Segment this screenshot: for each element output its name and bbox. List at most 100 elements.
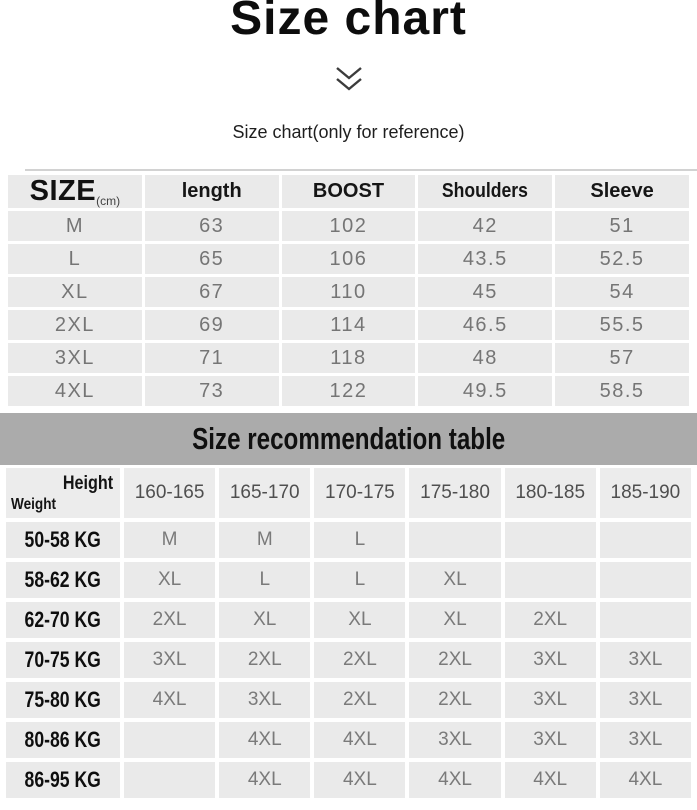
sleeve-cell: 51	[555, 211, 689, 242]
recommended-size-cell: 3XL	[409, 722, 501, 759]
size-cell: 3XL	[8, 343, 142, 374]
recommended-size-cell: 2XL	[124, 602, 216, 639]
recommended-size-cell: 3XL	[219, 682, 311, 719]
recommended-size-cell: XL	[409, 562, 501, 599]
column-header-sleeve: Sleeve	[555, 175, 689, 209]
column-header-size: SIZE(cm)	[8, 175, 142, 209]
recommended-size-cell	[409, 522, 501, 559]
corner-height-weight-cell: Height Weight	[6, 468, 120, 519]
recommended-size-cell: 3XL	[504, 642, 596, 679]
size-cell: L	[8, 244, 142, 275]
recommended-size-cell	[599, 522, 691, 559]
recommendation-banner-title: Size recommendation table	[191, 421, 506, 457]
size-cell: 4XL	[8, 376, 142, 407]
recommended-size-cell: 3XL	[504, 682, 596, 719]
size-recommendation-table: Height Weight 160-165 165-170 170-175 17…	[2, 464, 695, 802]
table-row: 50-58 KG M M L	[6, 522, 691, 559]
table-row: 3XL 71 118 48 57	[8, 343, 689, 374]
recommended-size-cell	[124, 762, 216, 799]
recommended-size-cell: 4XL	[409, 762, 501, 799]
shoulders-cell: 49.5	[418, 376, 553, 407]
recommended-size-cell: 2XL	[409, 682, 501, 719]
recommended-size-cell: 3XL	[599, 682, 691, 719]
recommended-size-cell: 4XL	[124, 682, 216, 719]
corner-weight-label: Weight	[11, 496, 57, 514]
recommended-size-cell: 3XL	[504, 722, 596, 759]
recommended-size-cell: L	[314, 522, 406, 559]
table-row: 4XL 73 122 49.5 58.5	[8, 376, 689, 407]
boost-cell: 102	[281, 211, 416, 242]
table-row: 2XL 69 114 46.5 55.5	[8, 310, 689, 341]
table-row: 80-86 KG 4XL 4XL 3XL 3XL 3XL	[6, 722, 691, 759]
column-header-height-range: 175-180	[409, 468, 501, 519]
page-title: Size chart	[230, 0, 467, 45]
recommended-size-cell	[124, 722, 216, 759]
table-row: 70-75 KG 3XL 2XL 2XL 2XL 3XL 3XL	[6, 642, 691, 679]
boost-cell: 122	[281, 376, 416, 407]
table-row: L 65 106 43.5 52.5	[8, 244, 689, 275]
recommended-size-cell: L	[314, 562, 406, 599]
shoulders-cell: 42	[418, 211, 553, 242]
sleeve-cell: 52.5	[555, 244, 689, 275]
recommended-size-cell: 4XL	[219, 762, 311, 799]
column-header-length: length	[144, 175, 279, 209]
sleeve-cell: 57	[555, 343, 689, 374]
size-cell: M	[8, 211, 142, 242]
length-cell: 73	[144, 376, 279, 407]
recommendation-banner: Size recommendation table	[0, 413, 697, 466]
weight-range-cell: 86-95 KG	[6, 762, 120, 799]
subtitle: Size chart(only for reference)	[232, 122, 465, 143]
divider-line	[25, 169, 697, 172]
recommended-size-cell	[599, 602, 691, 639]
column-header-shoulders: Shoulders	[418, 175, 553, 209]
recommended-size-cell: 4XL	[599, 762, 691, 799]
length-cell: 67	[144, 277, 279, 308]
shoulders-cell: 48	[418, 343, 553, 374]
recommended-size-cell	[504, 522, 596, 559]
recommended-size-cell: XL	[219, 602, 311, 639]
double-chevron-down-icon	[335, 67, 362, 91]
boost-cell: 114	[281, 310, 416, 341]
table-row: 86-95 KG 4XL 4XL 4XL 4XL 4XL	[6, 762, 691, 799]
recommended-size-cell: 3XL	[599, 722, 691, 759]
sleeve-cell: 55.5	[555, 310, 689, 341]
length-cell: 63	[144, 211, 279, 242]
recommended-size-cell: 3XL	[599, 642, 691, 679]
recommended-size-cell: 4XL	[219, 722, 311, 759]
boost-cell: 118	[281, 343, 416, 374]
column-header-height-range: 170-175	[314, 468, 406, 519]
shoulders-cell: 45	[418, 277, 553, 308]
recommended-size-cell: 2XL	[314, 682, 406, 719]
recommended-size-cell	[599, 562, 691, 599]
weight-range-cell: 62-70 KG	[6, 602, 120, 639]
recommended-size-cell: 4XL	[504, 762, 596, 799]
recommended-size-cell: M	[219, 522, 311, 559]
recommended-size-cell: M	[124, 522, 216, 559]
column-header-height-range: 160-165	[124, 468, 216, 519]
shoulders-cell: 46.5	[418, 310, 553, 341]
weight-range-cell: 80-86 KG	[6, 722, 120, 759]
size-cell: 2XL	[8, 310, 142, 341]
boost-cell: 106	[281, 244, 416, 275]
column-header-boost: BOOST	[281, 175, 416, 209]
sleeve-cell: 58.5	[555, 376, 689, 407]
table-row: 62-70 KG 2XL XL XL XL 2XL	[6, 602, 691, 639]
weight-range-cell: 58-62 KG	[6, 562, 120, 599]
recommended-size-cell: L	[219, 562, 311, 599]
table-row: M 63 102 42 51	[8, 211, 689, 242]
recommended-size-cell: 2XL	[314, 642, 406, 679]
column-header-height-range: 185-190	[599, 468, 691, 519]
table-row: 58-62 KG XL L L XL	[6, 562, 691, 599]
weight-range-cell: 50-58 KG	[6, 522, 120, 559]
recommended-size-cell: 2XL	[409, 642, 501, 679]
shoulders-cell: 43.5	[418, 244, 553, 275]
recommended-size-cell: XL	[124, 562, 216, 599]
size-measurement-table: SIZE(cm) length BOOST Shoulders Sleeve M…	[5, 172, 692, 409]
table-row: XL 67 110 45 54	[8, 277, 689, 308]
recommended-size-cell: 2XL	[504, 602, 596, 639]
length-cell: 65	[144, 244, 279, 275]
column-header-height-range: 180-185	[504, 468, 596, 519]
table-row: 75-80 KG 4XL 3XL 2XL 2XL 3XL 3XL	[6, 682, 691, 719]
recommended-size-cell	[504, 562, 596, 599]
